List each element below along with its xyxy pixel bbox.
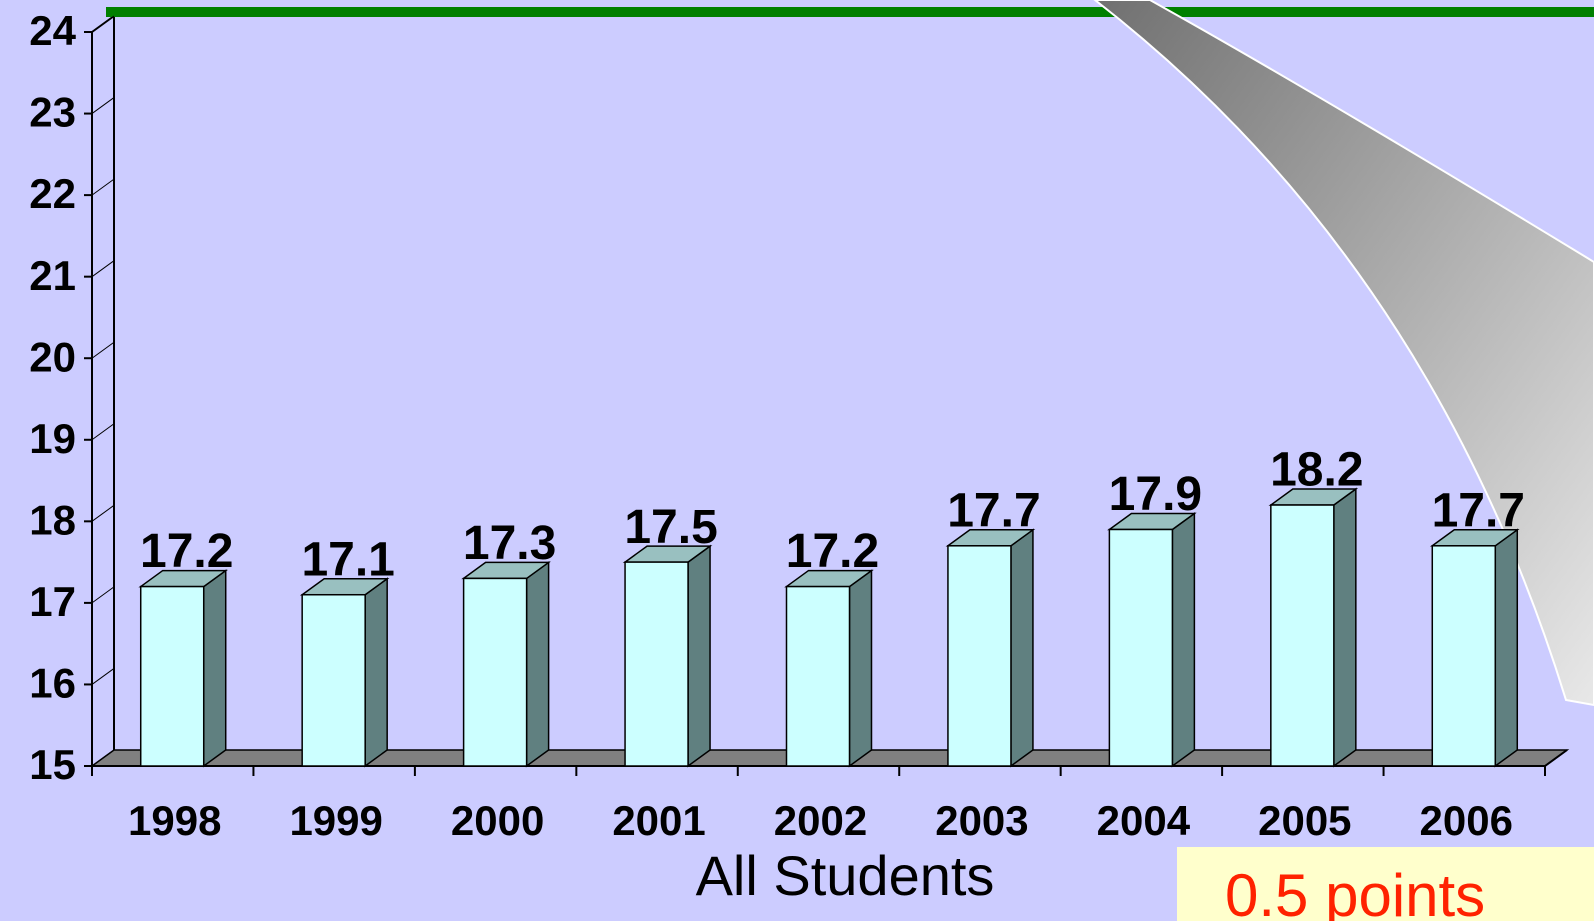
y-tick-label: 19	[29, 415, 76, 462]
value-label: 17.2	[140, 525, 233, 578]
bar	[624, 561, 689, 767]
bar	[947, 545, 1012, 767]
x-tick-label: 1998	[128, 797, 221, 844]
y-tick-depth	[91, 178, 115, 196]
y-tick-depth	[91, 668, 115, 685]
value-label: 17.7	[947, 484, 1040, 537]
bar	[462, 577, 528, 767]
value-label: 17.3	[463, 517, 556, 570]
y-tick-depth	[91, 15, 115, 33]
value-label: 18.2	[1270, 444, 1363, 497]
bar	[301, 593, 366, 767]
x-tick-label: 2003	[935, 797, 1028, 844]
decorative-arrow	[1093, 0, 1594, 707]
bar	[1270, 504, 1335, 767]
bar-side	[687, 544, 711, 768]
bar-side	[202, 569, 227, 768]
y-tick-depth	[91, 586, 115, 604]
x-axis-label: All Students	[696, 844, 995, 907]
x-tick-label: 2004	[1097, 797, 1191, 844]
bar	[785, 585, 851, 767]
y-tick-label: 24	[29, 7, 76, 54]
y-tick-label: 20	[29, 333, 76, 380]
x-tick-label: 1999	[289, 797, 382, 844]
plot-area: 15 16 17 18 19 20 21 22 23 24 1998 1999 2000 2001 2002…	[29, 7, 1594, 844]
y-tick-label: 15	[29, 741, 76, 788]
value-label: 17.5	[624, 501, 717, 554]
y-tick-depth	[91, 341, 115, 359]
value-label: 17.2	[786, 525, 879, 578]
value-label: 17.9	[1109, 468, 1202, 521]
x-tick-label: 2000	[451, 797, 544, 844]
x-tick-label: 2001	[612, 797, 705, 844]
x-tick-label: 2006	[1420, 797, 1513, 844]
bar-side	[1171, 512, 1196, 768]
x-axis-back	[1544, 749, 1568, 767]
y-tick-depth	[91, 504, 115, 522]
y-tick-label: 17	[29, 578, 76, 625]
annotation: 0.5 points	[1225, 862, 1485, 921]
y-tick-label: 22	[29, 170, 76, 217]
bars: 17.2 17.1 17.3 17.5 17.2 17.7 17.9 18.2 17.7	[138, 444, 1525, 768]
bar-side	[848, 569, 873, 768]
bar	[1108, 528, 1174, 767]
bar-side	[364, 577, 388, 768]
bar-side	[1010, 528, 1034, 768]
y-tick-label: 23	[29, 89, 76, 136]
annotation-box	[1177, 847, 1594, 921]
x-tick-label: 2005	[1258, 797, 1351, 844]
y-tick-depth	[91, 97, 115, 114]
bar-side	[1494, 528, 1519, 768]
bar-side	[1333, 487, 1357, 768]
y-tick-label: 16	[29, 660, 76, 707]
value-label: 17.1	[301, 533, 394, 586]
y-tick-label: 18	[29, 496, 76, 543]
bar	[1431, 545, 1497, 767]
y-tick-label: 21	[29, 252, 76, 299]
y-tick-depth	[91, 423, 115, 441]
y-tick-depth	[91, 260, 115, 278]
value-label: 17.7	[1432, 484, 1525, 537]
bar-side	[525, 560, 550, 768]
y-tick-depth	[91, 749, 115, 767]
x-tick-label: 2002	[774, 797, 867, 844]
bar	[139, 585, 205, 767]
